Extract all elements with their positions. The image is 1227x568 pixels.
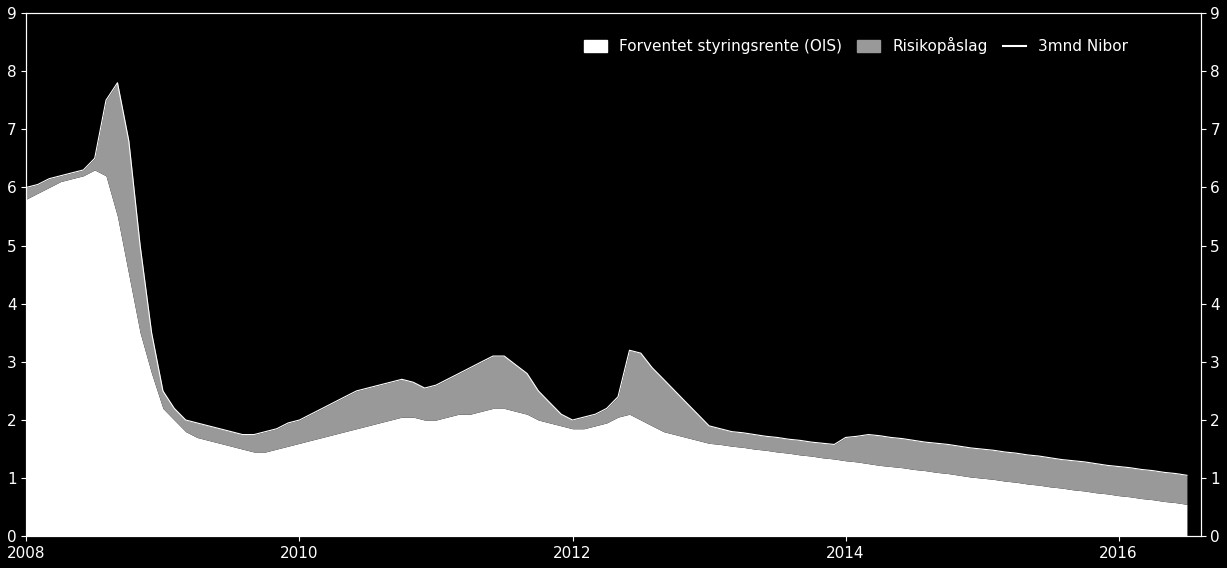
Legend: Forventet styringsrente (OIS), Risikopåslag, 3mnd Nibor: Forventet styringsrente (OIS), Risikopås… <box>578 31 1134 60</box>
